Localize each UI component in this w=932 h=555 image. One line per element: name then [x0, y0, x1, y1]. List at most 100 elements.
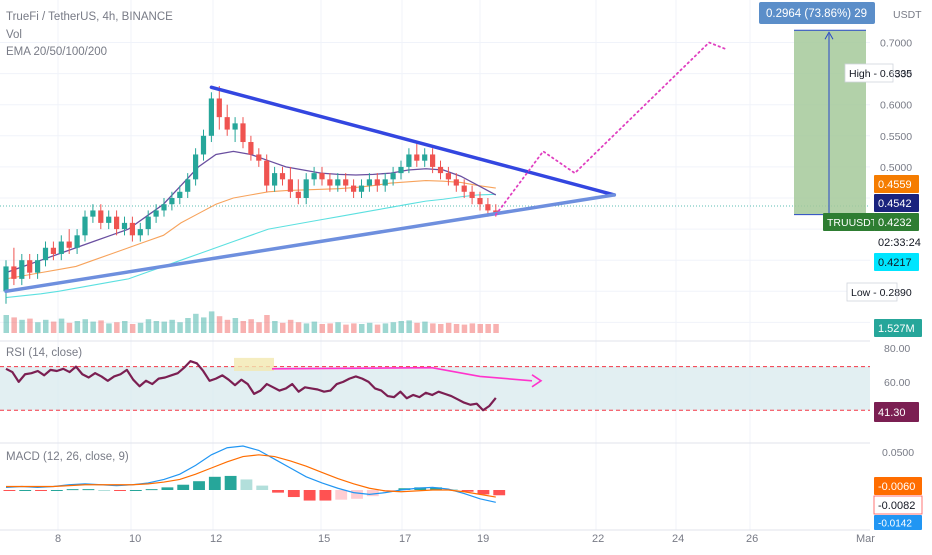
macd-badge-a-bg [874, 477, 922, 495]
candle-body [240, 123, 246, 143]
candle-body [224, 117, 230, 130]
time-tick: 17 [399, 533, 411, 545]
volume-bar [185, 318, 191, 333]
macd-histogram-bar [319, 490, 332, 501]
rsi-label: RSI (14, close) [6, 347, 83, 359]
volume-bar [366, 322, 373, 333]
low-label-bg [847, 283, 897, 301]
volume-bar [374, 324, 381, 333]
macd-histogram-bar [193, 481, 205, 490]
volume-bar [438, 324, 444, 333]
volume-bar [414, 322, 420, 333]
ema-badge-b: 0.4542 [878, 198, 912, 210]
macd-histogram-bar [66, 489, 79, 491]
candle-body [208, 98, 214, 136]
volume-bar [422, 321, 428, 333]
volume-bar [256, 322, 262, 333]
candle-body [232, 123, 238, 130]
macd-badge-a: -0.0060 [878, 481, 915, 493]
ema-badge-c-bg [874, 253, 919, 271]
candle-body [469, 191, 475, 198]
candle-body [430, 154, 436, 167]
low-label-border [846, 282, 898, 302]
candle-body [19, 260, 25, 279]
candle-body [42, 247, 49, 261]
price-tick: 0.7000 [880, 38, 912, 50]
volume-bar [264, 315, 270, 333]
macd-histogram-bar [477, 490, 490, 495]
volume-bar [398, 321, 404, 333]
candle-body [153, 210, 159, 217]
grid [0, 0, 870, 531]
candle-body [406, 154, 412, 167]
macd-badge-c: -0.0142 [878, 519, 912, 530]
lower-trendline [4, 193, 617, 294]
candle-body [169, 198, 175, 205]
candle-body [106, 216, 112, 223]
macd-histogram-bar [335, 490, 348, 500]
target-arrow-head [824, 31, 834, 40]
macd-pane [3, 445, 506, 503]
candle-body [161, 204, 167, 211]
macd-histogram-bar [287, 490, 300, 498]
symbol-badge-bg [823, 213, 875, 231]
time-tick: 26 [746, 533, 758, 545]
volume-bar [232, 318, 239, 333]
target-box [794, 30, 866, 215]
candle-body [311, 173, 317, 180]
volume-bar [477, 324, 483, 333]
high-label: High - 0.6335 [849, 68, 912, 80]
volume-bar [272, 321, 278, 333]
rsi-value-badge-bg [874, 402, 919, 422]
macd-histogram-bar [493, 490, 506, 496]
macd-histogram-bar [256, 485, 269, 490]
candle-body [145, 216, 151, 230]
price-tick: 0.5500 [880, 131, 912, 143]
candle-body [358, 185, 365, 192]
ema100-line [5, 193, 496, 299]
candle-body [74, 235, 80, 248]
volume-bar [3, 315, 9, 333]
candle-body [50, 247, 56, 254]
rsi-tick: 80.00 [884, 343, 910, 355]
volume-bar [122, 321, 128, 333]
candle-body [193, 154, 199, 180]
volume-bar [280, 322, 286, 333]
volume-bar [319, 324, 325, 333]
candle-body [477, 198, 483, 205]
drawings [4, 29, 866, 294]
price-axis-unit: USDT [893, 9, 922, 21]
candle-body [453, 179, 459, 186]
volume-bar [169, 319, 175, 333]
macd-badge-b: -0.0082 [878, 500, 915, 512]
projection-path [494, 41, 726, 216]
signal-line [6, 454, 496, 498]
volume-bar [66, 322, 73, 333]
volume-bar [303, 323, 310, 333]
candle-body [461, 185, 467, 192]
candle-body [58, 241, 64, 254]
projection-badge: 0.2964 (73.86%) 29 [766, 8, 867, 20]
volume-bar [58, 318, 65, 333]
price-tick: 0.5000 [880, 162, 912, 174]
macd-histogram-bar [50, 490, 63, 491]
volume-bar [469, 323, 476, 333]
volume-bar [461, 324, 468, 333]
macd-histogram-bar [19, 490, 32, 491]
candle-body [82, 216, 88, 236]
macd-histogram-bar [145, 489, 158, 491]
candle-body [114, 216, 120, 230]
macd-histogram-bar [224, 475, 237, 490]
candle-body [185, 179, 191, 192]
macd-histogram-bar [208, 476, 221, 490]
symbol-price-badge: 0.4232 [878, 217, 912, 229]
volume-bar [390, 322, 397, 333]
rsi-overbought-highlight [234, 357, 274, 371]
volume-badge: 1.527M [878, 323, 915, 335]
time-tick: Mar [856, 533, 875, 545]
macd-line [5, 445, 496, 503]
candles [3, 86, 499, 304]
macd-histogram-bar [82, 489, 95, 491]
